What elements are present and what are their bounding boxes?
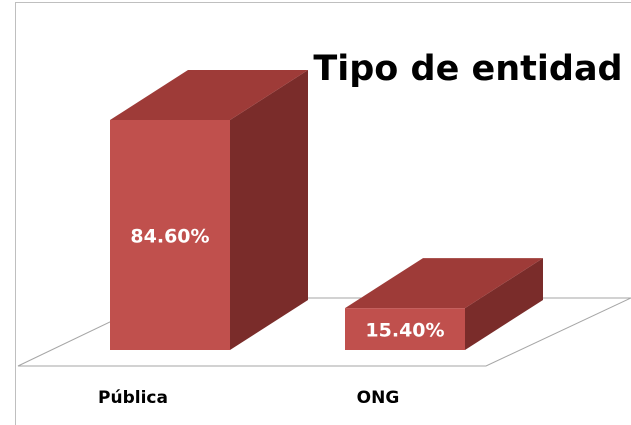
- bar-top: [110, 70, 308, 120]
- chart-title: Tipo de entidad: [313, 49, 622, 89]
- bars: [110, 70, 543, 350]
- x-tick-label: ONG: [357, 388, 400, 408]
- bar-top: [345, 258, 543, 309]
- value-label: 15.40%: [365, 320, 444, 342]
- bar: [110, 120, 230, 350]
- bar-side: [465, 258, 543, 350]
- bar: [345, 308, 465, 350]
- x-tick-label: Pública: [98, 388, 168, 408]
- floor: [17, 297, 631, 367]
- value-label: 84.60%: [130, 226, 209, 248]
- bar-side: [230, 70, 308, 350]
